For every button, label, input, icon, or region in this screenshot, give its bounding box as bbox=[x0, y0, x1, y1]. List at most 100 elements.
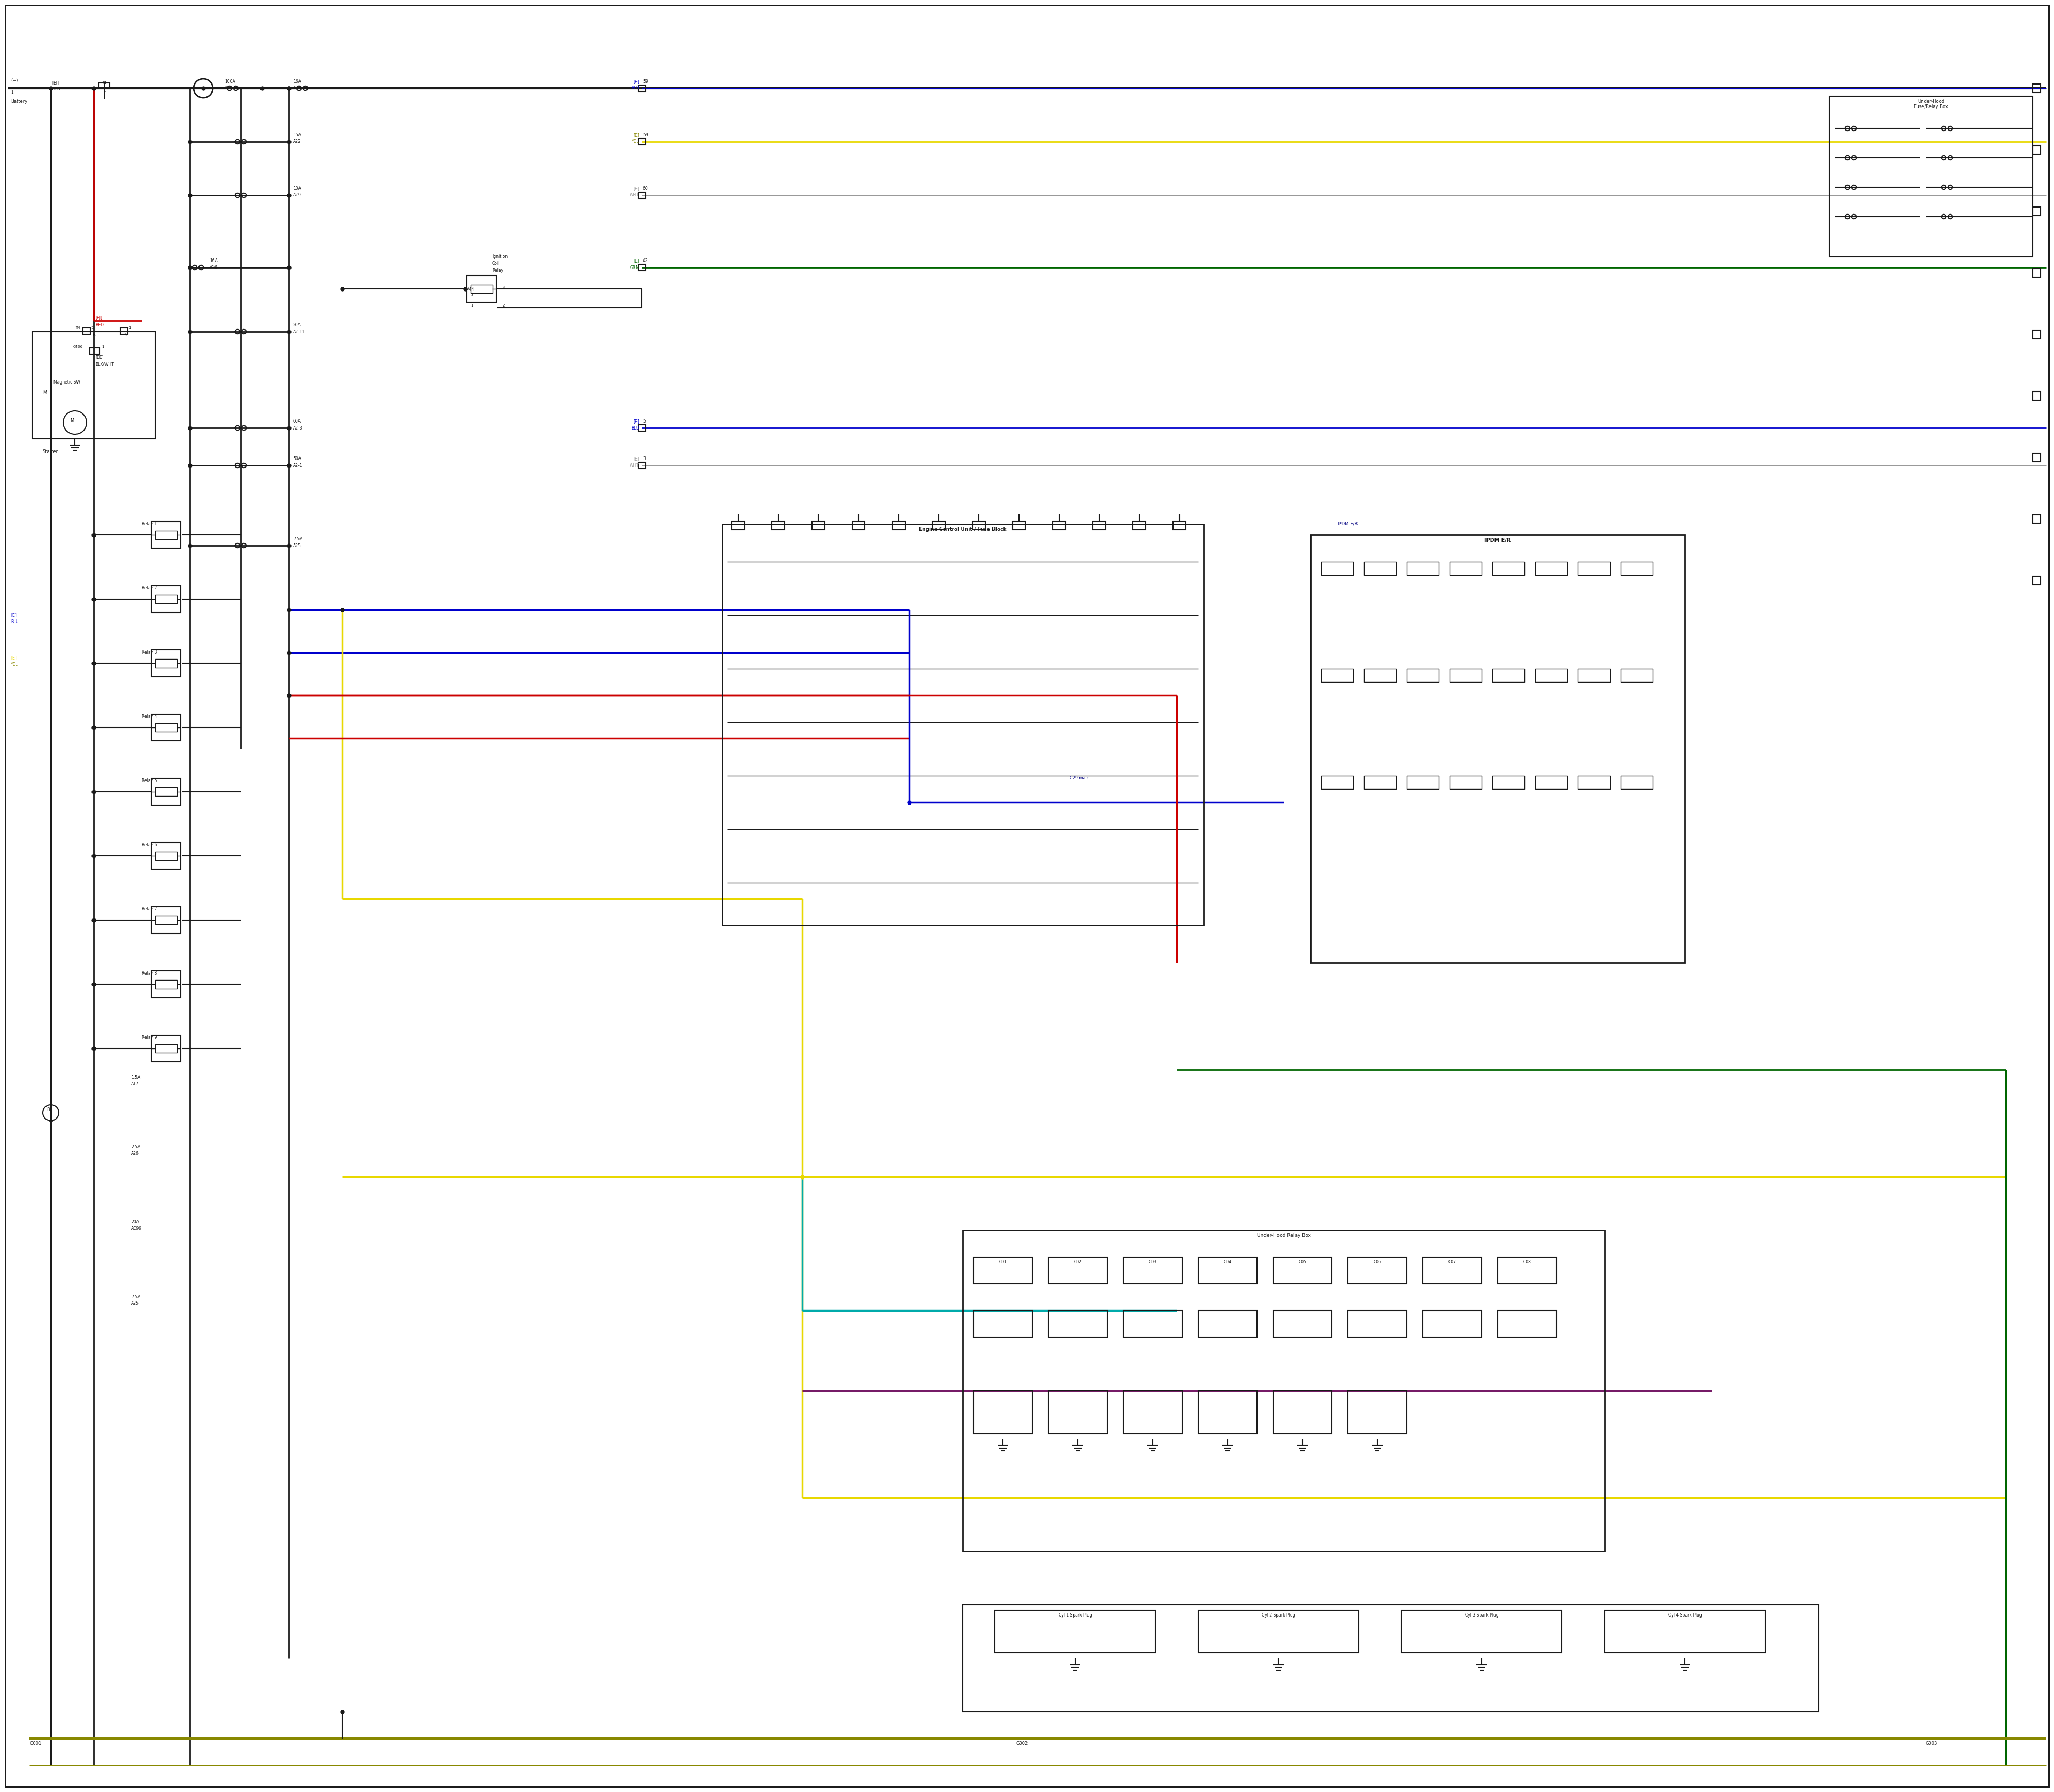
Text: B: B bbox=[92, 333, 94, 337]
Text: C29 main: C29 main bbox=[1070, 776, 1089, 781]
Text: Relay 9: Relay 9 bbox=[142, 1036, 156, 1039]
Text: 2.5A: 2.5A bbox=[131, 1145, 140, 1149]
Bar bbox=[152, 842, 181, 869]
Bar bbox=[2033, 330, 2040, 339]
Bar bbox=[723, 525, 1204, 925]
Bar bbox=[156, 787, 177, 796]
Bar bbox=[639, 192, 645, 199]
Bar bbox=[2033, 145, 2040, 154]
Bar bbox=[1197, 1310, 1257, 1337]
Text: [EE]: [EE] bbox=[94, 355, 103, 360]
Bar bbox=[1577, 776, 1610, 788]
Bar bbox=[1493, 776, 1524, 788]
Text: 1: 1 bbox=[470, 305, 472, 306]
Text: M: M bbox=[43, 391, 47, 396]
Text: M44: M44 bbox=[466, 287, 474, 292]
Text: YEL: YEL bbox=[633, 140, 639, 143]
Bar bbox=[156, 1045, 177, 1052]
Text: Ignition: Ignition bbox=[493, 254, 507, 258]
Bar bbox=[852, 521, 865, 530]
Bar bbox=[1407, 776, 1440, 788]
Bar bbox=[99, 82, 109, 88]
Text: Relay 3: Relay 3 bbox=[142, 650, 156, 654]
Text: Relay 7: Relay 7 bbox=[142, 907, 156, 912]
Bar bbox=[1093, 521, 1105, 530]
Text: 50A: 50A bbox=[294, 457, 302, 461]
Bar bbox=[1124, 1391, 1183, 1434]
Text: A26: A26 bbox=[131, 1150, 140, 1156]
Text: A16: A16 bbox=[210, 265, 218, 271]
Bar bbox=[152, 715, 181, 740]
Text: Cyl 4 Spark Plug: Cyl 4 Spark Plug bbox=[1668, 1613, 1701, 1618]
Bar bbox=[2033, 269, 2040, 278]
Bar bbox=[1577, 668, 1610, 683]
Bar bbox=[156, 724, 177, 731]
Text: G001: G001 bbox=[29, 1742, 41, 1745]
Bar bbox=[1364, 668, 1397, 683]
Text: A2-3: A2-3 bbox=[294, 426, 302, 430]
Bar bbox=[1048, 1310, 1107, 1337]
Text: 100A: 100A bbox=[224, 79, 236, 84]
Bar bbox=[156, 851, 177, 860]
Text: Relay 8: Relay 8 bbox=[142, 971, 156, 975]
Bar bbox=[156, 659, 177, 668]
Bar bbox=[156, 916, 177, 925]
Bar bbox=[1450, 776, 1481, 788]
Bar bbox=[1621, 776, 1653, 788]
Text: BLK/WHT: BLK/WHT bbox=[94, 362, 113, 366]
Bar bbox=[1534, 776, 1567, 788]
Text: A22: A22 bbox=[294, 140, 302, 143]
Bar bbox=[1401, 1611, 1561, 1652]
Text: 1: 1 bbox=[103, 90, 105, 93]
Bar bbox=[152, 907, 181, 934]
Bar bbox=[1450, 668, 1481, 683]
Bar bbox=[1273, 1391, 1331, 1434]
Bar bbox=[152, 586, 181, 613]
Text: [EI]: [EI] bbox=[51, 81, 60, 84]
Bar bbox=[82, 328, 90, 335]
Text: 15A: 15A bbox=[294, 133, 302, 138]
Text: 59: 59 bbox=[643, 79, 649, 84]
Bar bbox=[1273, 1310, 1331, 1337]
Bar bbox=[1048, 1391, 1107, 1434]
Text: 10A: 10A bbox=[294, 186, 302, 192]
Bar bbox=[1621, 668, 1653, 683]
Text: BLU: BLU bbox=[10, 620, 18, 624]
Text: Relay: Relay bbox=[493, 269, 503, 272]
Bar bbox=[1173, 521, 1185, 530]
Bar bbox=[639, 84, 645, 91]
Bar bbox=[152, 971, 181, 998]
Text: S: S bbox=[125, 333, 127, 337]
Text: A25: A25 bbox=[294, 543, 302, 548]
Bar bbox=[974, 1256, 1033, 1283]
Text: C06: C06 bbox=[1374, 1260, 1382, 1265]
Bar bbox=[470, 285, 493, 294]
Text: [E]: [E] bbox=[633, 457, 639, 461]
Text: Starter: Starter bbox=[43, 450, 58, 453]
Bar bbox=[152, 1036, 181, 1063]
Bar bbox=[1450, 561, 1481, 575]
Text: 59: 59 bbox=[643, 133, 649, 138]
Text: 7.5A: 7.5A bbox=[294, 536, 302, 541]
Bar bbox=[156, 530, 177, 539]
Text: 1: 1 bbox=[10, 90, 12, 95]
Bar bbox=[1347, 1256, 1407, 1283]
Bar bbox=[1407, 561, 1440, 575]
Bar bbox=[1197, 1611, 1358, 1652]
Text: C08: C08 bbox=[1524, 1260, 1530, 1265]
Bar bbox=[974, 1391, 1033, 1434]
Text: C05: C05 bbox=[1298, 1260, 1306, 1265]
Text: AC99: AC99 bbox=[131, 1226, 142, 1231]
Text: 60: 60 bbox=[643, 186, 649, 192]
Bar bbox=[1407, 668, 1440, 683]
Bar bbox=[1423, 1256, 1481, 1283]
Bar bbox=[639, 263, 645, 271]
Text: Relay 4: Relay 4 bbox=[142, 715, 156, 719]
Bar bbox=[152, 650, 181, 677]
Text: IPDM-E/R: IPDM-E/R bbox=[1337, 521, 1358, 527]
Bar bbox=[1013, 521, 1025, 530]
Bar bbox=[152, 778, 181, 805]
Bar bbox=[1493, 668, 1524, 683]
Text: BLU: BLU bbox=[631, 426, 639, 430]
Text: WHT: WHT bbox=[631, 192, 639, 197]
